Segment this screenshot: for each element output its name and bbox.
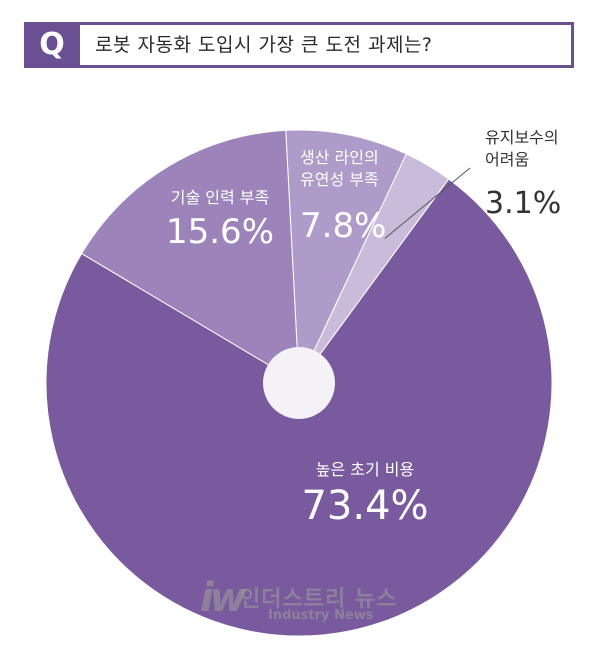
slice-value-label: 15.6% bbox=[166, 212, 274, 252]
slice-label-name: 어려움 bbox=[485, 150, 529, 169]
slice-label-name: 생산 라인의 bbox=[300, 148, 379, 167]
slice-label-name: 기술 인력 부족 bbox=[171, 188, 270, 207]
slice-label-name: 유지보수의 bbox=[485, 128, 559, 147]
question-badge: Q bbox=[24, 22, 80, 68]
slice-value-label: 7.8% bbox=[300, 206, 386, 246]
question-badge-letter: Q bbox=[39, 27, 65, 62]
leader-line bbox=[384, 167, 471, 239]
question-text: 로봇 자동화 도입시 가장 큰 도전 과제는? bbox=[95, 34, 433, 56]
slice-value-label: 73.4% bbox=[301, 483, 428, 529]
question-bar: Q 로봇 자동화 도입시 가장 큰 도전 과제는? bbox=[24, 22, 574, 68]
pie-slice bbox=[285, 129, 408, 384]
pie-slice bbox=[80, 129, 300, 384]
slice-label-name: 유연성 부족 bbox=[300, 170, 379, 189]
slice-label-name: 높은 초기 비용 bbox=[316, 460, 415, 479]
slice-value-label: 3.1% bbox=[485, 186, 561, 221]
pie-center-hole bbox=[263, 347, 335, 419]
